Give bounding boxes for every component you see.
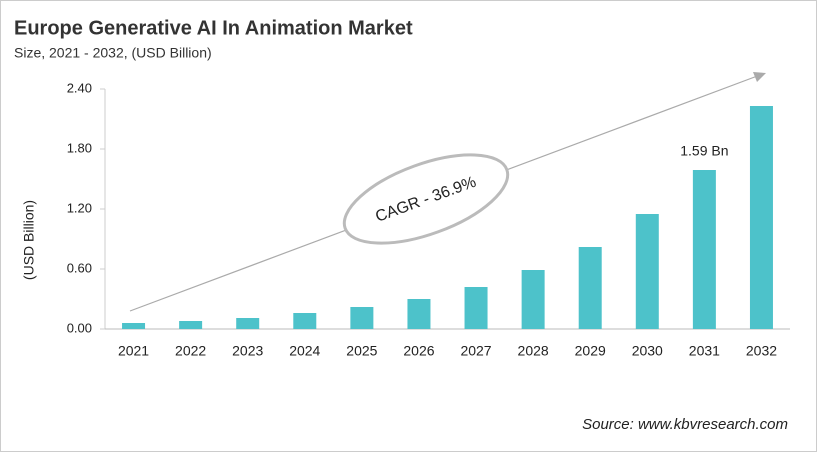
x-tick-label: 2029 (575, 343, 606, 359)
chart-title: Europe Generative AI In Animation Market (14, 17, 413, 39)
bar (749, 106, 773, 329)
bar (122, 323, 146, 329)
value-label: 1.59 Bn (680, 143, 728, 159)
cagr-ellipse (342, 153, 510, 245)
bar (407, 299, 431, 329)
y-axis-label: (USD Billion) (21, 200, 37, 280)
x-tick-label: 2027 (460, 343, 491, 359)
y-tick-label: 0.00 (67, 320, 92, 335)
bar (692, 170, 716, 329)
source: Source: www.kbvresearch.com (582, 416, 788, 433)
x-tick-label: 2023 (232, 343, 263, 359)
x-tick-label: 2028 (518, 343, 549, 359)
x-tick-label: 2026 (403, 343, 434, 359)
x-tick-label: 2022 (175, 343, 206, 359)
bar (236, 318, 260, 329)
bar (635, 214, 659, 329)
x-tick-label: 2024 (289, 343, 320, 359)
y-tick-label: 2.40 (67, 80, 92, 95)
y-tick-label: 0.60 (67, 260, 92, 275)
bar (521, 270, 545, 329)
x-tick-label: 2032 (746, 343, 777, 359)
arrow-head (753, 72, 766, 82)
bar (293, 313, 317, 329)
chart-subtitle: Size, 2021 - 2032, (USD Billion) (14, 45, 212, 61)
x-tick-label: 2025 (346, 343, 377, 359)
y-tick-label: 1.80 (67, 140, 92, 155)
x-tick-label: 2030 (632, 343, 663, 359)
x-tick-label: 2021 (118, 343, 149, 359)
y-tick-label: 1.20 (67, 200, 92, 215)
bar (350, 307, 374, 329)
x-tick-label: 2031 (689, 343, 720, 359)
bar (464, 287, 488, 329)
bar (179, 321, 203, 329)
bar (578, 247, 602, 329)
